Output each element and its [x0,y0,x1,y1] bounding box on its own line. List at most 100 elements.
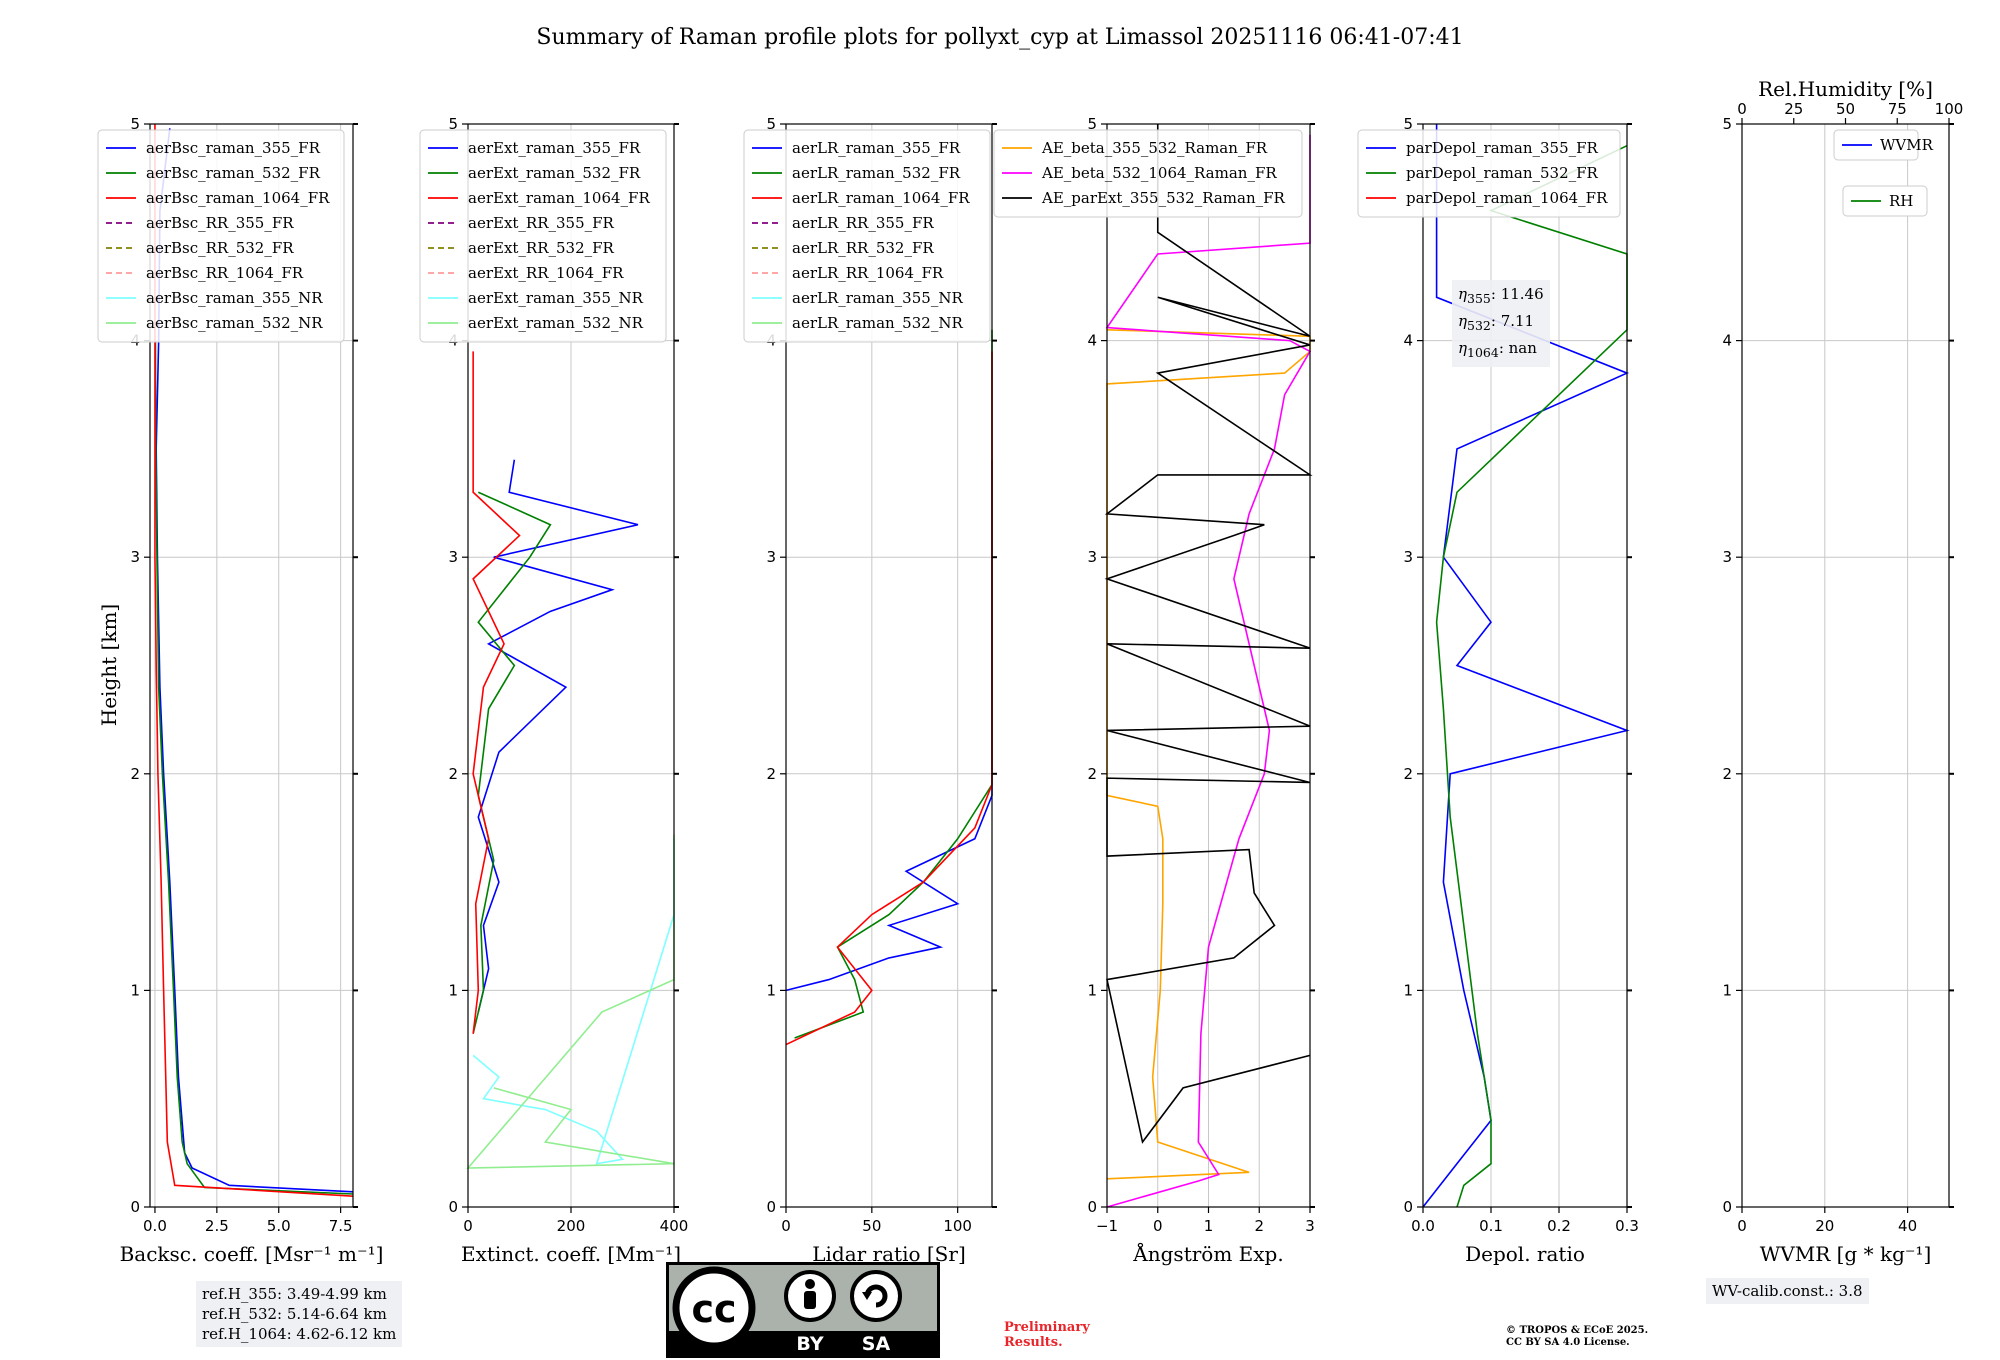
legend-label: aerExt_raman_355_NR [468,289,644,307]
x-axis-label: Backsc. coeff. [Msr⁻¹ m⁻¹] [120,1242,384,1266]
legend-label: aerLR_RR_1064_FR [792,264,944,282]
axes-frame [785,123,993,1208]
legend-box [1833,129,1919,161]
y-tick-label: 0 [448,1198,458,1216]
axes-frame [1741,123,1950,1208]
copyright-line-2: CC BY SA 4.0 License. [1506,1337,1630,1348]
legend-label: aerBsc_raman_532_FR [146,164,321,182]
legend-box [993,129,1303,218]
x2-tick-label: 75 [1888,100,1907,118]
series-line-aerExt_raman_355_NR [472,838,675,1165]
x-tick-label: 40 [1898,1217,1917,1235]
x-axis-label: Extinct. coeff. [Mm⁻¹] [461,1242,681,1266]
x-tick-label: 20 [1815,1217,1834,1235]
reference-height-box: ref.H_355: 3.49-4.99 km ref.H_532: 5.14-… [196,1281,403,1347]
x2-tick-label: 25 [1784,100,1803,118]
by-label: BY [796,1333,823,1355]
legend-label: aerExt_raman_532_NR [468,314,644,332]
x-tick-label: 400 [660,1217,689,1235]
y-tick-label: 2 [1722,765,1732,783]
x-tick-label: 0 [781,1217,791,1235]
y-tick-label: 5 [1403,115,1413,133]
y-tick-label: 0 [1087,1198,1097,1216]
series-line-AE_beta_532_1064_Raman_FR [1105,134,1312,1208]
legend-label: aerLR_RR_532_FR [792,239,934,257]
x-tick-label: 2 [1254,1217,1264,1235]
y-tick-label: 4 [1087,332,1097,350]
legend-box [1357,129,1621,218]
series-line-aerLR_raman_532_FR [794,329,993,1039]
series-line-aerBsc_raman_532_FR [154,340,354,1195]
cc-logo-icon [672,1266,756,1350]
panel-2: 0200400012345Extinct. coeff. [Mm⁻¹]aerEx… [419,115,689,1266]
legend-label: AE_parExt_355_532_Raman_FR [1041,189,1286,207]
y-tick-label: 5 [448,115,458,133]
y-tick-label: 0 [1722,1198,1732,1216]
legend-label: aerLR_raman_1064_FR [792,189,970,207]
x-tick-label: 200 [557,1217,586,1235]
preliminary-results-note: Preliminary Results. [1004,1320,1090,1350]
legend-box [419,129,667,343]
ref-height-1064: ref.H_1064: 4.62-6.12 km [202,1325,397,1343]
legend-label: parDepol_raman_355_FR [1406,139,1599,157]
y-tick-label: 2 [1087,765,1097,783]
y-tick-label: 2 [448,765,458,783]
legend-label: aerExt_RR_532_FR [468,239,615,257]
panel-1: 0.02.55.07.5012345Backsc. coeff. [Msr⁻¹ … [97,115,384,1266]
legend-label: parDepol_raman_1064_FR [1406,189,1608,207]
x-tick-label: 0.0 [1411,1217,1435,1235]
y-tick-label: 1 [1087,981,1097,999]
x-tick-label: 0.1 [1479,1217,1503,1235]
x-tick-label: 3 [1305,1217,1315,1235]
cc-logo-text: cc [691,1287,736,1331]
x-axis-label: Ångström Exp. [1132,1241,1283,1266]
copyright-note: © TROPOS & ECoE 2025. CC BY SA 4.0 Licen… [1506,1325,1648,1349]
y-tick-label: 3 [1722,548,1732,566]
y-tick-label: 3 [130,548,140,566]
series-line-aerBsc_raman_355_FR [155,128,354,1193]
series-line-aerLR_raman_355_FR [785,459,993,992]
share-alike-icon [850,1270,902,1322]
x-tick-label: 50 [862,1217,881,1235]
x-tick-label: 0.2 [1547,1217,1571,1235]
sa-label: SA [862,1333,891,1355]
panel-6: 0 20 40 0 1 2 3 4 5 WVMR [g * kg⁻¹] 0 25 50 75 100Rel.… [1722,77,1963,1266]
y-tick-label: 1 [1722,981,1732,999]
y-tick-label: 1 [130,981,140,999]
eta-532: η532: 7.11 [1458,312,1535,333]
x-tick-label: 2.5 [205,1217,229,1235]
y-tick-label: 5 [130,115,140,133]
legend-label: aerLR_RR_355_FR [792,214,934,232]
series-line-aerExt_raman_532_FR [472,491,552,1034]
x-tick-label: 100 [943,1217,972,1235]
figure-title: Summary of Raman profile plots for polly… [536,25,1463,50]
y-tick-label: 5 [1087,115,1097,133]
cc-by-sa-license-badge: cc BY SA [666,1262,940,1358]
eta-1064: η1064: nan [1458,339,1537,360]
legend-label: aerBsc_raman_532_NR [146,314,323,332]
x2-tick-label: 50 [1836,100,1855,118]
y-tick-label: 2 [1403,765,1413,783]
y-tick-label: 1 [448,981,458,999]
x-axis-label: WVMR [g * kg⁻¹] [1760,1242,1932,1266]
preliminary-line-1: Preliminary [1004,1320,1090,1335]
y-tick-label: 4 [1722,332,1732,350]
legend-label: aerExt_RR_1064_FR [468,264,624,282]
y-tick-label: 4 [1403,332,1413,350]
x2-tick-label: 100 [1935,100,1964,118]
eta-annotation-box: η355: 11.46 η532: 7.11 η1064: nan [1452,280,1550,367]
y-tick-label: 2 [130,765,140,783]
y-tick-label: 3 [448,548,458,566]
wv-calibration-box: WV-calib.const.: 3.8 [1706,1278,1869,1304]
panel-5: 0.0 0.1 0.2 0.3 0 1 2 3 4 5 Depol. ratio parDepol_r… [1357,115,1639,1266]
legend-label: aerLR_raman_532_FR [792,164,961,182]
x-tick-label: −1 [1096,1217,1118,1235]
legend-label: aerLR_raman_355_NR [792,289,963,307]
axes-frame [1422,123,1628,1208]
legend-label: aerBsc_raman_355_FR [146,139,321,157]
panels: 0.0 2.5 5.0 7.5 0 1 2 3 4 5 Backsc. coeff. [Msr⁻¹ … [97,77,1963,1266]
legend-label: aerExt_RR_355_FR [468,214,615,232]
legend-label: aerBsc_RR_1064_FR [146,264,304,282]
